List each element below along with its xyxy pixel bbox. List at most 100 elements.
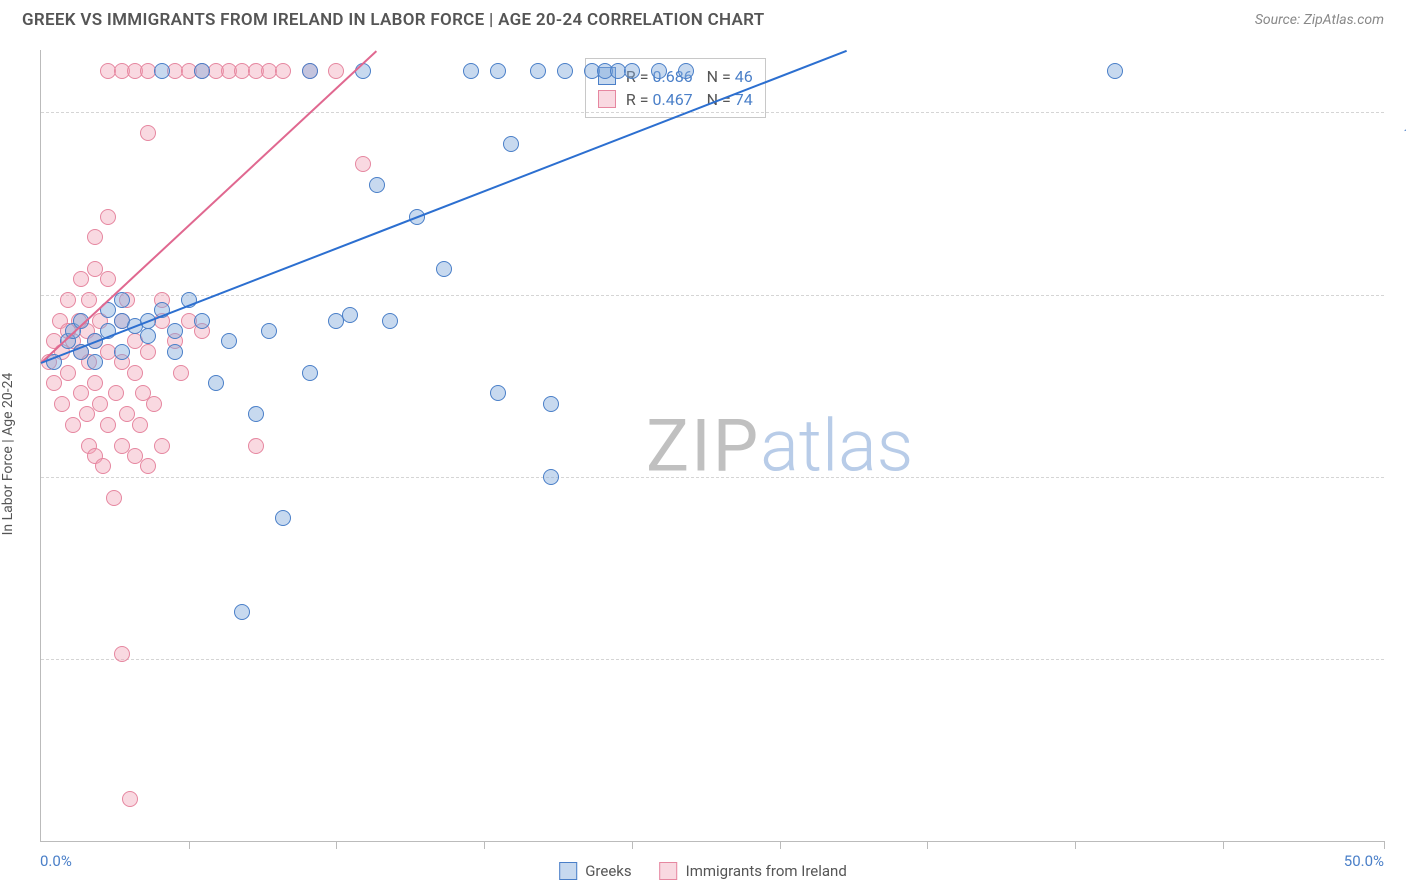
- scatter-point: [73, 385, 89, 401]
- scatter-point: [106, 490, 122, 506]
- scatter-point: [261, 323, 277, 339]
- scatter-point: [87, 229, 103, 245]
- gridline-h: [41, 477, 1384, 478]
- legend-label-ireland: Immigrants from Ireland: [686, 862, 847, 880]
- scatter-point: [114, 344, 130, 360]
- scatter-point: [275, 510, 291, 526]
- scatter-point: [114, 646, 130, 662]
- scatter-point: [302, 365, 318, 381]
- scatter-point: [173, 365, 189, 381]
- scatter-chart: ZIPatlas R = 0.686 N = 46 R = 0.467 N = …: [40, 50, 1384, 842]
- scatter-point: [81, 292, 97, 308]
- scatter-point: [342, 307, 358, 323]
- scatter-point: [678, 63, 694, 79]
- scatter-point: [248, 406, 264, 422]
- legend-label-greeks: Greeks: [585, 862, 631, 880]
- legend-swatch-greeks: [559, 862, 577, 880]
- x-axis-start-label: 0.0%: [40, 852, 72, 870]
- scatter-point: [167, 323, 183, 339]
- scatter-point: [122, 791, 138, 807]
- scatter-point: [355, 156, 371, 172]
- legend-item-greeks: Greeks: [559, 862, 631, 880]
- scatter-point: [651, 63, 667, 79]
- trendline: [41, 50, 848, 364]
- scatter-point: [95, 458, 111, 474]
- x-tick: [632, 841, 633, 849]
- scatter-point: [100, 271, 116, 287]
- scatter-point: [624, 63, 640, 79]
- x-tick: [1075, 841, 1076, 849]
- scatter-point: [132, 417, 148, 433]
- scatter-point: [275, 63, 291, 79]
- gridline-h: [41, 295, 1384, 296]
- scatter-point: [436, 261, 452, 277]
- scatter-point: [543, 396, 559, 412]
- scatter-point: [234, 604, 250, 620]
- x-axis-end-label: 50.0%: [1344, 852, 1384, 870]
- chart-title: GREEK VS IMMIGRANTS FROM IRELAND IN LABO…: [22, 10, 764, 30]
- scatter-point: [369, 177, 385, 193]
- scatter-point: [490, 385, 506, 401]
- x-tick: [780, 841, 781, 849]
- scatter-point: [248, 438, 264, 454]
- stats-row-ireland: R = 0.467 N = 74: [598, 88, 753, 111]
- scatter-point: [146, 396, 162, 412]
- scatter-point: [463, 63, 479, 79]
- scatter-point: [73, 271, 89, 287]
- stats-r-label: R = 0.467: [626, 90, 693, 109]
- legend-swatch-ireland: [660, 862, 678, 880]
- scatter-point: [140, 328, 156, 344]
- scatter-point: [46, 375, 62, 391]
- scatter-point: [302, 63, 318, 79]
- chart-source: Source: ZipAtlas.com: [1255, 12, 1384, 28]
- scatter-point: [140, 344, 156, 360]
- scatter-point: [221, 333, 237, 349]
- scatter-point: [1107, 63, 1123, 79]
- scatter-point: [87, 375, 103, 391]
- legend-item-ireland: Immigrants from Ireland: [660, 862, 847, 880]
- scatter-point: [557, 63, 573, 79]
- scatter-point: [503, 136, 519, 152]
- gridline-h: [41, 659, 1384, 660]
- scatter-point: [108, 385, 124, 401]
- scatter-point: [127, 365, 143, 381]
- scatter-point: [65, 417, 81, 433]
- scatter-point: [92, 396, 108, 412]
- scatter-point: [140, 125, 156, 141]
- scatter-point: [100, 209, 116, 225]
- scatter-point: [54, 396, 70, 412]
- scatter-point: [208, 375, 224, 391]
- x-tick: [1384, 841, 1385, 849]
- scatter-point: [79, 406, 95, 422]
- scatter-point: [194, 313, 210, 329]
- scatter-point: [100, 417, 116, 433]
- y-axis-label: In Labor Force | Age 20-24: [0, 373, 16, 536]
- scatter-point: [382, 313, 398, 329]
- watermark-atlas: atlas: [760, 403, 913, 488]
- watermark-zip: ZIP: [646, 403, 760, 488]
- scatter-point: [530, 63, 546, 79]
- x-tick: [484, 841, 485, 849]
- gridline-h: [41, 112, 1384, 113]
- scatter-point: [328, 63, 344, 79]
- scatter-point: [490, 63, 506, 79]
- scatter-point: [194, 63, 210, 79]
- scatter-point: [140, 458, 156, 474]
- scatter-point: [154, 438, 170, 454]
- x-tick: [1223, 841, 1224, 849]
- watermark: ZIPatlas: [646, 403, 913, 488]
- chart-legend: Greeks Immigrants from Ireland: [559, 862, 847, 880]
- stats-swatch-ireland: [598, 90, 616, 108]
- scatter-point: [543, 469, 559, 485]
- x-tick: [189, 841, 190, 849]
- scatter-point: [87, 354, 103, 370]
- stats-n-label: N = 46: [703, 67, 753, 86]
- stats-n-label: N = 74: [703, 90, 753, 109]
- scatter-point: [60, 292, 76, 308]
- scatter-point: [154, 63, 170, 79]
- chart-header: GREEK VS IMMIGRANTS FROM IRELAND IN LABO…: [0, 0, 1406, 38]
- scatter-point: [167, 344, 183, 360]
- x-tick: [336, 841, 337, 849]
- scatter-point: [60, 365, 76, 381]
- x-tick: [927, 841, 928, 849]
